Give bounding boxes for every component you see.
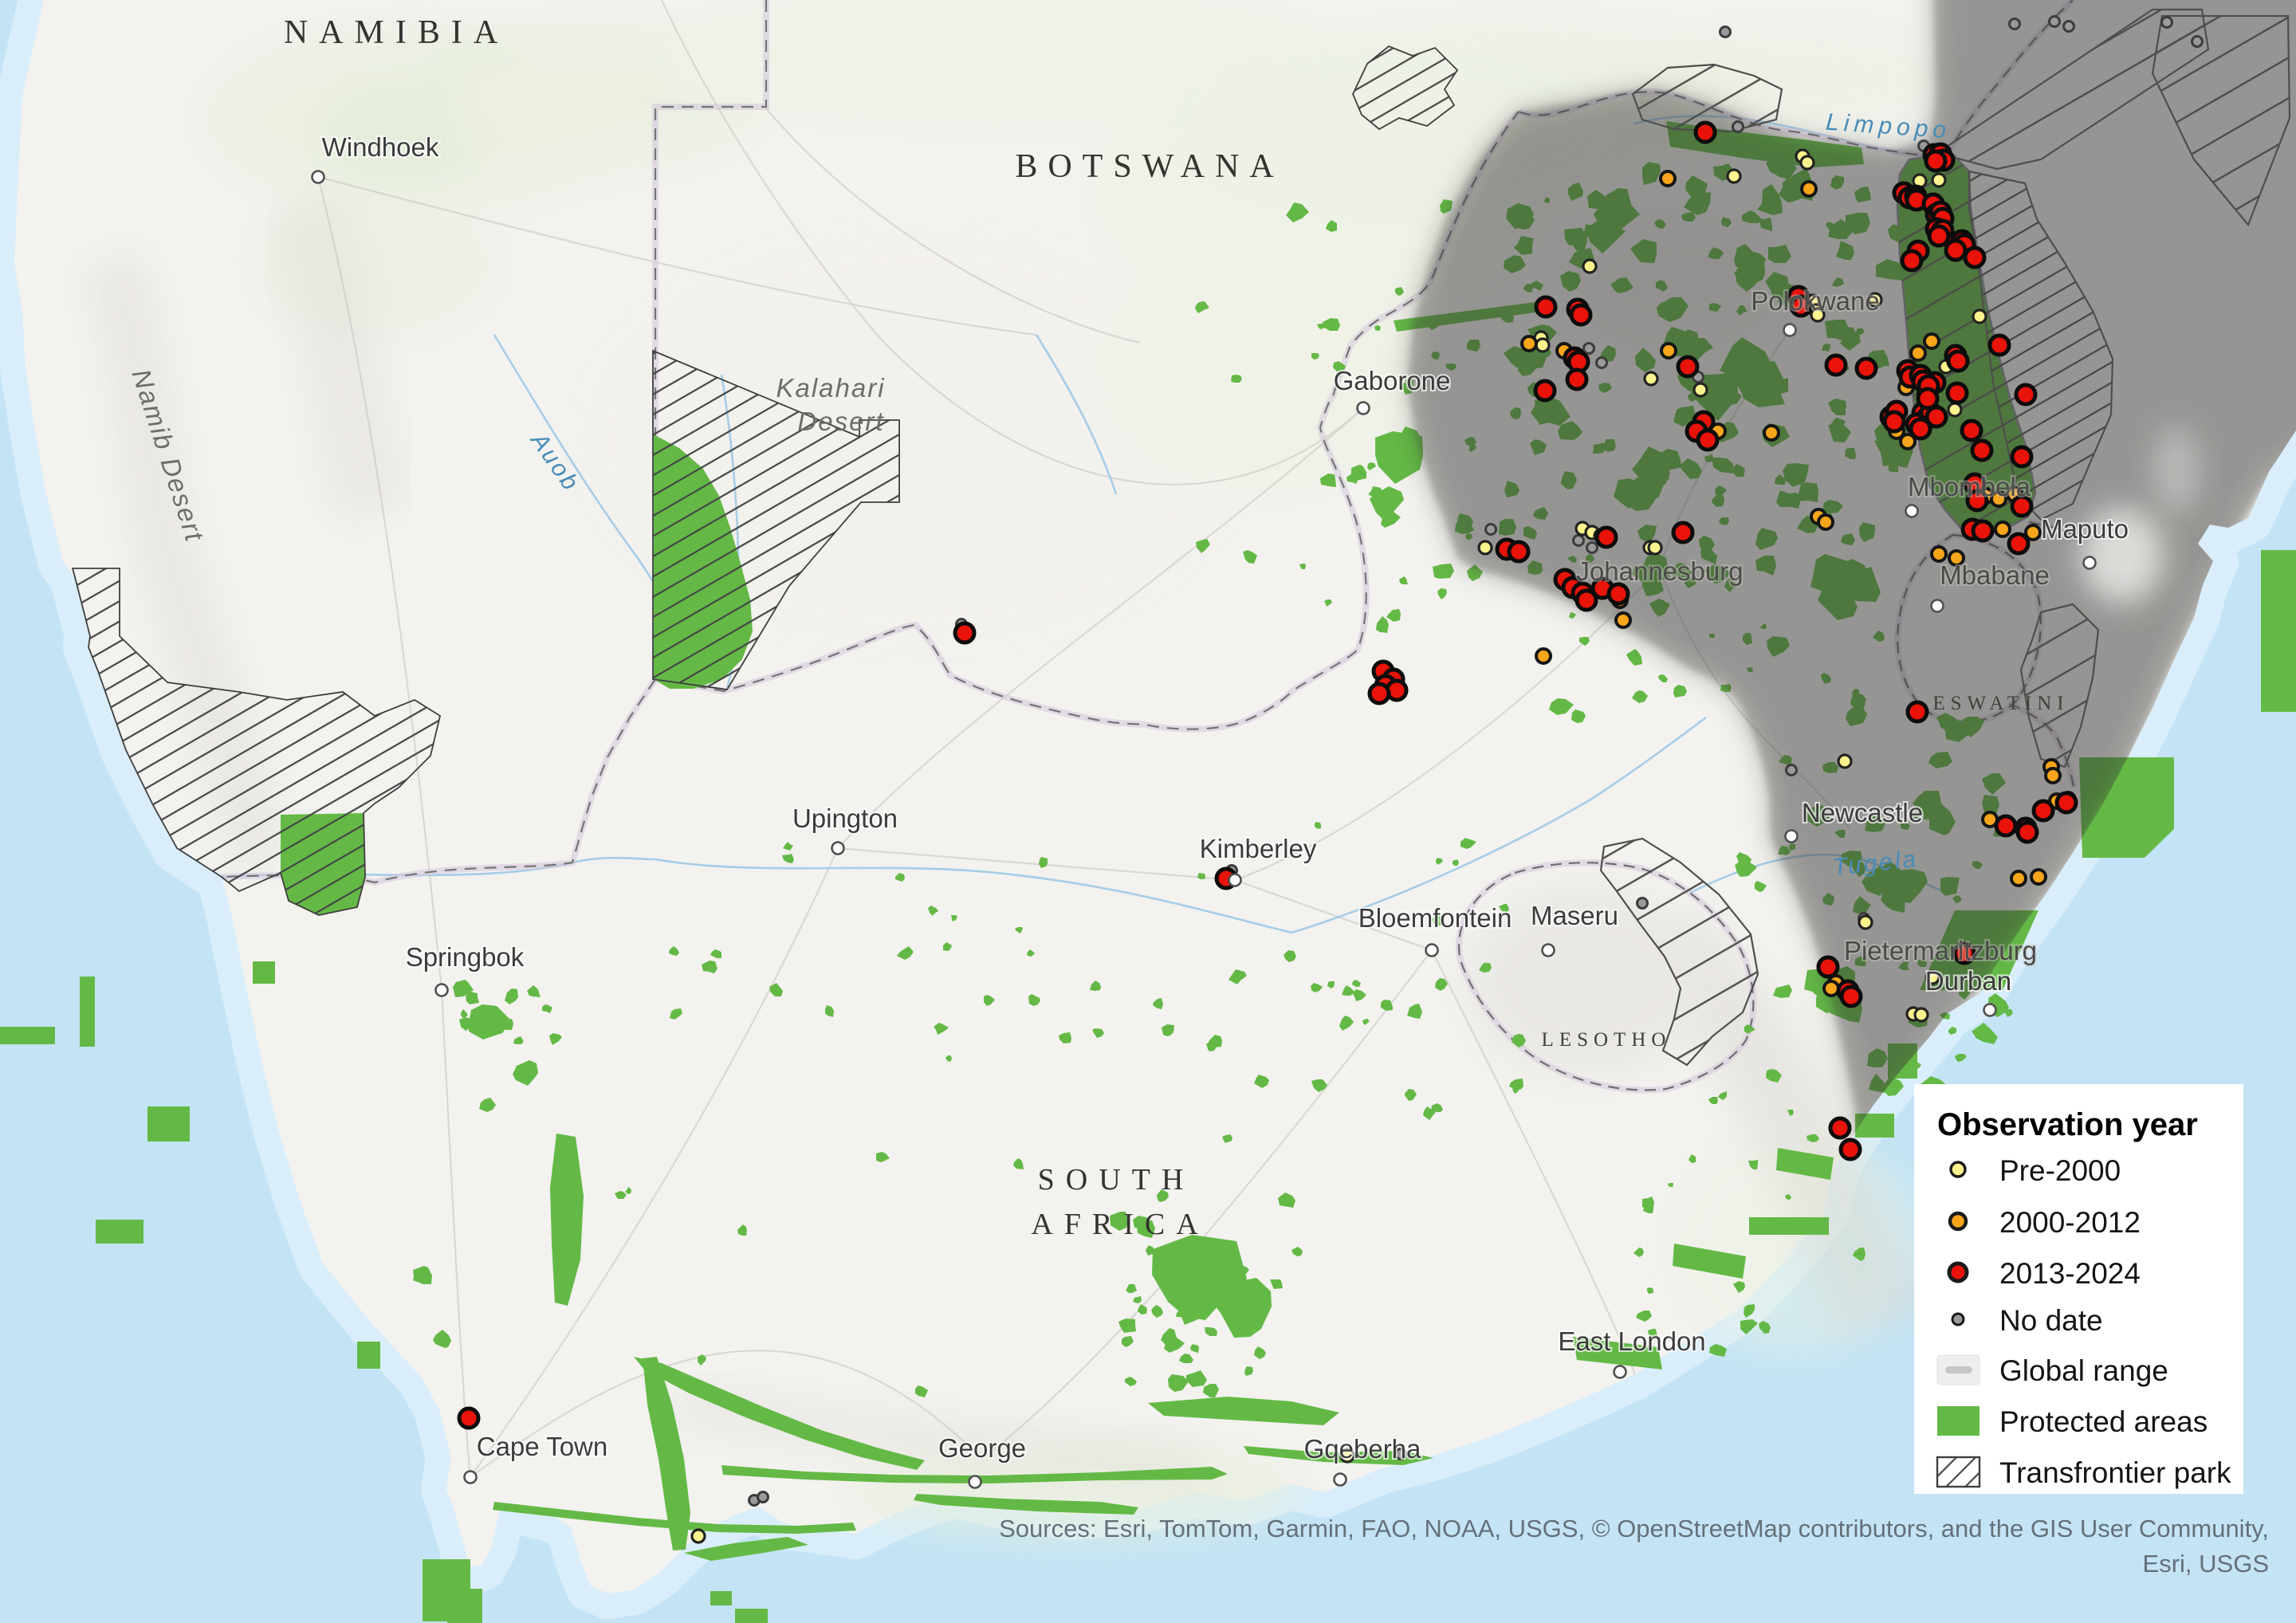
svg-text:Bloemfontein: Bloemfontein	[1358, 903, 1512, 933]
svg-text:2000-2012: 2000-2012	[1999, 1206, 2141, 1239]
svg-text:Mbombela: Mbombela	[1908, 472, 2031, 501]
svg-text:Desert: Desert	[797, 407, 884, 436]
svg-text:Kalahari: Kalahari	[776, 373, 885, 403]
svg-text:BOTSWANA: BOTSWANA	[1015, 148, 1284, 185]
svg-text:No date: No date	[1999, 1304, 2103, 1337]
svg-text:Polokwane: Polokwane	[1751, 286, 1879, 316]
svg-text:LESOTHO: LESOTHO	[1542, 1029, 1672, 1051]
svg-text:Pietermaritzburg: Pietermaritzburg	[1844, 936, 2037, 965]
svg-text:ESWATINI: ESWATINI	[1932, 693, 2069, 714]
svg-text:Esri, USGS: Esri, USGS	[2143, 1550, 2269, 1578]
svg-text:Newcastle: Newcastle	[1802, 798, 1923, 827]
svg-text:2013-2024: 2013-2024	[1999, 1257, 2141, 1290]
svg-text:Global range: Global range	[1999, 1354, 2168, 1387]
svg-text:Maseru: Maseru	[1531, 901, 1618, 930]
svg-text:Sources: Esri, TomTom, Garmin,: Sources: Esri, TomTom, Garmin, FAO, NOAA…	[999, 1515, 2269, 1542]
svg-text:Gqeberha: Gqeberha	[1304, 1434, 1421, 1464]
svg-text:Maputo: Maputo	[2041, 514, 2129, 544]
svg-text:AFRICA: AFRICA	[1031, 1208, 1209, 1241]
svg-text:Cape Town: Cape Town	[477, 1432, 608, 1461]
svg-text:Transfrontier park: Transfrontier park	[1999, 1456, 2231, 1489]
svg-text:Durban: Durban	[1925, 966, 2011, 996]
svg-text:George: George	[938, 1433, 1026, 1463]
svg-text:East London: East London	[1558, 1326, 1705, 1356]
svg-text:Springbok: Springbok	[406, 942, 525, 972]
svg-text:Upington: Upington	[792, 804, 898, 833]
svg-text:NAMIBIA: NAMIBIA	[284, 14, 509, 51]
svg-text:SOUTH: SOUTH	[1038, 1163, 1195, 1197]
svg-text:Pre-2000: Pre-2000	[1999, 1154, 2121, 1187]
svg-text:Observation year: Observation year	[1937, 1107, 2198, 1142]
svg-text:Johannesburg: Johannesburg	[1576, 556, 1743, 586]
svg-text:Windhoek: Windhoek	[322, 132, 439, 162]
svg-text:Kimberley: Kimberley	[1200, 834, 1317, 863]
svg-text:Gaborone: Gaborone	[1334, 366, 1451, 395]
svg-text:Mbabane: Mbabane	[1940, 560, 2050, 590]
svg-text:Protected areas: Protected areas	[1999, 1405, 2208, 1438]
